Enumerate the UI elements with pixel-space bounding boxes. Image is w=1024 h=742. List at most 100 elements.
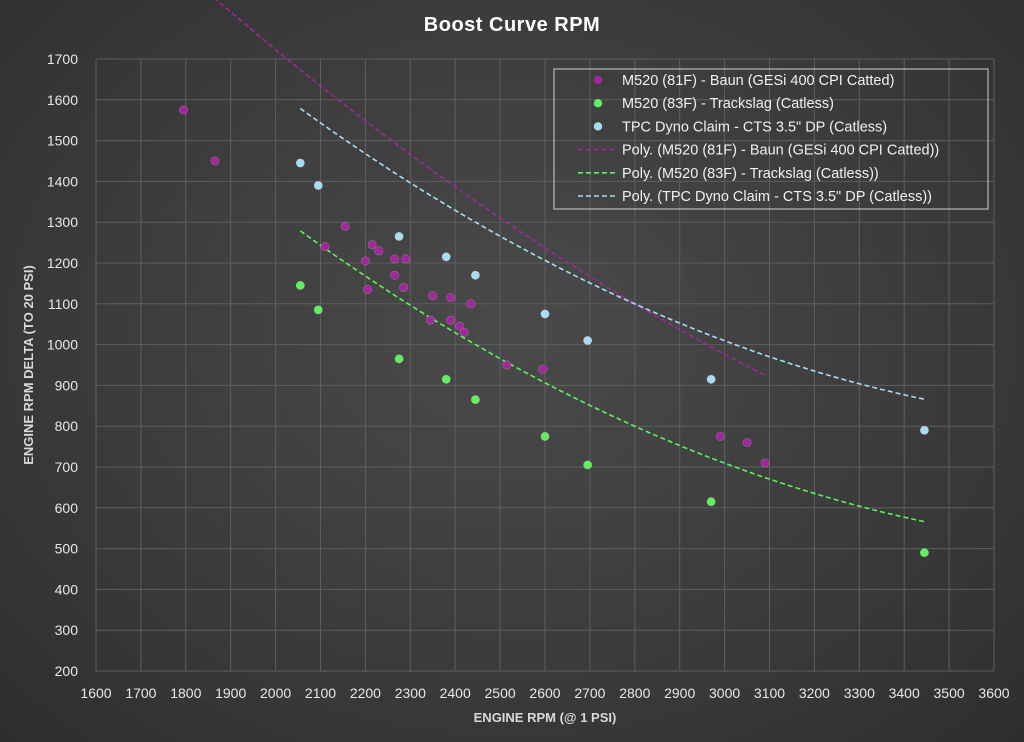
point-series-2 bbox=[540, 309, 550, 319]
legend-label: Poly. (M520 (81F) - Baun (GESi 400 CPI C… bbox=[622, 143, 939, 159]
y-tick-label: 400 bbox=[55, 581, 79, 597]
trendline-1 bbox=[299, 230, 925, 523]
point-series-0 bbox=[360, 256, 370, 266]
y-tick-label: 200 bbox=[55, 663, 79, 679]
x-tick-label: 3000 bbox=[709, 685, 740, 701]
point-series-1 bbox=[313, 305, 323, 315]
legend-box bbox=[553, 68, 989, 210]
point-series-2 bbox=[919, 425, 929, 435]
grid bbox=[95, 58, 995, 672]
trendline-2 bbox=[299, 107, 925, 400]
point-series-0 bbox=[179, 105, 189, 115]
x-tick-label: 2900 bbox=[664, 685, 695, 701]
point-series-1 bbox=[394, 354, 404, 364]
y-tick-label: 600 bbox=[55, 500, 79, 516]
chart-title: Boost Curve RPM bbox=[424, 14, 600, 36]
x-tick-label: 1900 bbox=[215, 685, 246, 701]
x-axis-ticks: 1600 1700 1800 1900 2000 2100 2200 2300 2400 2500… bbox=[80, 685, 1009, 701]
x-tick-label: 2200 bbox=[350, 685, 381, 701]
y-tick-label: 1700 bbox=[47, 51, 78, 67]
point-series-1 bbox=[441, 374, 451, 384]
y-tick-label: 1000 bbox=[47, 337, 78, 353]
point-series-0 bbox=[455, 321, 465, 331]
legend-label: TPC Dyno Claim - CTS 3.5" DP (Catless) bbox=[622, 119, 887, 135]
x-tick-label: 3100 bbox=[754, 685, 785, 701]
legend-label: Poly. (TPC Dyno Claim - CTS 3.5" DP (Cat… bbox=[622, 189, 932, 205]
point-series-0 bbox=[390, 254, 400, 264]
y-tick-label: 1500 bbox=[47, 133, 78, 149]
point-series-1 bbox=[295, 280, 305, 290]
point-series-0 bbox=[367, 240, 377, 250]
legend-label: M520 (81F) - Baun (GESi 400 CPI Catted) bbox=[622, 73, 894, 89]
y-axis-ticks: 200 300 400 500 600 700 800 900 1000 1100 1200 1300… bbox=[47, 51, 78, 679]
y-tick-label: 700 bbox=[55, 459, 79, 475]
point-series-2 bbox=[441, 252, 451, 262]
point-series-1 bbox=[919, 548, 929, 558]
trendlines bbox=[215, 0, 925, 523]
x-axis-title: ENGINE RPM (@ 1 PSI) bbox=[474, 710, 617, 725]
point-series-0 bbox=[426, 315, 436, 325]
y-tick-label: 1600 bbox=[47, 92, 78, 108]
x-tick-label: 2500 bbox=[485, 685, 516, 701]
point-series-0 bbox=[742, 438, 752, 448]
legend-label: Poly. (M520 (83F) - Trackslag (Catless)) bbox=[622, 166, 879, 182]
y-tick-label: 1100 bbox=[48, 296, 78, 312]
point-series-0 bbox=[538, 364, 548, 374]
point-series-2 bbox=[706, 374, 716, 384]
legend-marker-2 bbox=[593, 122, 603, 131]
point-series-0 bbox=[428, 291, 438, 301]
x-tick-label: 1600 bbox=[80, 685, 111, 701]
x-tick-label: 2700 bbox=[574, 685, 605, 701]
point-series-0 bbox=[459, 327, 469, 337]
y-tick-label: 900 bbox=[55, 377, 79, 393]
y-tick-label: 800 bbox=[55, 418, 79, 434]
y-tick-label: 1300 bbox=[47, 214, 78, 230]
point-series-1 bbox=[540, 431, 550, 441]
trendline-0 bbox=[215, 0, 766, 377]
x-tick-label: 3600 bbox=[978, 685, 1009, 701]
point-series-1 bbox=[583, 460, 593, 470]
legend: M520 (81F) - Baun (GESi 400 CPI Catted) M… bbox=[553, 68, 989, 210]
point-series-1 bbox=[470, 395, 480, 405]
point-series-0 bbox=[340, 221, 350, 231]
x-tick-label: 1800 bbox=[170, 685, 201, 701]
x-tick-label: 2000 bbox=[260, 685, 291, 701]
point-series-0 bbox=[715, 431, 725, 441]
point-series-0 bbox=[363, 285, 373, 295]
x-tick-label: 3300 bbox=[844, 685, 875, 701]
x-tick-label: 2400 bbox=[440, 685, 471, 701]
data-points bbox=[179, 105, 929, 558]
point-series-2 bbox=[295, 158, 305, 168]
point-series-0 bbox=[374, 246, 384, 256]
point-series-0 bbox=[399, 282, 409, 292]
point-series-0 bbox=[466, 299, 476, 309]
x-tick-label: 3400 bbox=[889, 685, 920, 701]
point-series-2 bbox=[394, 231, 404, 241]
legend-marker-1 bbox=[593, 99, 603, 108]
point-series-0 bbox=[760, 458, 770, 468]
x-tick-label: 3500 bbox=[934, 685, 965, 701]
x-tick-label: 2100 bbox=[305, 685, 336, 701]
point-series-0 bbox=[401, 254, 411, 264]
x-tick-label: 2300 bbox=[395, 685, 426, 701]
point-series-2 bbox=[583, 336, 593, 346]
point-series-2 bbox=[470, 270, 480, 280]
point-series-0 bbox=[446, 315, 456, 325]
legend-marker-0 bbox=[593, 75, 603, 85]
point-series-0 bbox=[502, 360, 512, 370]
x-tick-label: 2600 bbox=[529, 685, 560, 701]
point-series-1 bbox=[706, 497, 716, 507]
point-series-0 bbox=[320, 242, 330, 252]
point-series-2 bbox=[313, 180, 323, 190]
y-tick-label: 1200 bbox=[47, 255, 78, 271]
x-tick-label: 1700 bbox=[125, 685, 156, 701]
legend-label: M520 (83F) - Trackslag (Catless) bbox=[622, 96, 834, 112]
y-tick-label: 500 bbox=[55, 541, 79, 557]
y-tick-label: 300 bbox=[55, 622, 79, 638]
x-tick-label: 3200 bbox=[799, 685, 830, 701]
x-tick-label: 2800 bbox=[619, 685, 650, 701]
point-series-0 bbox=[446, 293, 456, 303]
y-tick-label: 1400 bbox=[47, 173, 78, 189]
